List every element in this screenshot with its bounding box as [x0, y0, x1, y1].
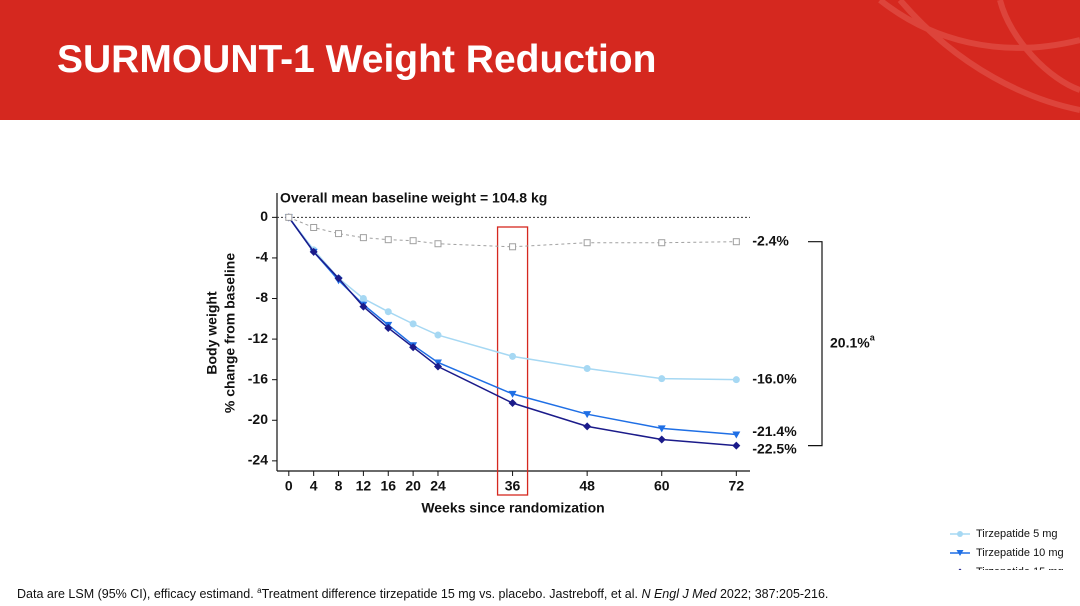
legend-label: Tirzepatide 15 mg [976, 566, 1064, 570]
point [409, 237, 417, 245]
chart: Overall mean baseline weight = 104.8 kg … [204, 190, 1064, 570]
series-line [288, 216, 737, 447]
header: SURMOUNT-1 Weight Reduction [0, 0, 1080, 120]
data-label: -21.4% [752, 423, 797, 439]
x-axis-label: Weeks since randomization [421, 500, 604, 516]
y-axis-label: Body weight [204, 291, 220, 375]
x-tick-label: 48 [579, 478, 595, 494]
point [508, 390, 517, 398]
point [409, 343, 418, 352]
annotation-sup: a [870, 333, 876, 343]
point [583, 365, 591, 373]
footnote: Data are LSM (95% CI), efficacy estimand… [17, 586, 828, 601]
point [359, 295, 367, 303]
y-tick-label: -24 [248, 452, 268, 468]
point [335, 230, 343, 238]
x-tick-label: 60 [654, 478, 670, 494]
legend-label: Tirzepatide 10 mg [976, 547, 1064, 559]
slide-title: SURMOUNT-1 Weight Reduction [57, 38, 657, 81]
point [732, 238, 740, 246]
legend-label: Tirzepatide 5 mg [976, 528, 1058, 540]
y-tick-label: 0 [260, 208, 268, 224]
data-label: -22.5% [752, 440, 797, 456]
x-tick-label: 24 [430, 478, 446, 494]
legend-marker [957, 531, 963, 537]
point [508, 399, 517, 408]
x-tick-label: 4 [310, 478, 318, 494]
point [583, 422, 592, 431]
point [359, 234, 367, 242]
y-tick-label: -16 [248, 370, 268, 386]
point [433, 362, 442, 371]
point [657, 425, 666, 433]
footnote-text: Data are LSM (95% CI), efficacy estimand… [17, 587, 258, 602]
point [309, 247, 318, 256]
annotation: 20.1%a [830, 333, 876, 350]
x-tick-label: 0 [285, 478, 293, 494]
point [732, 431, 741, 439]
highlight-box [496, 226, 529, 496]
y-axis-label: % change from baseline [222, 253, 238, 413]
y-tick-label: -12 [248, 330, 268, 346]
point [732, 441, 741, 450]
point [359, 302, 368, 311]
point [384, 323, 393, 332]
point [384, 236, 392, 244]
footnote-journal: N Engl J Med [641, 587, 717, 602]
point [434, 240, 442, 248]
x-tick-label: 36 [505, 478, 521, 494]
point [509, 243, 517, 251]
y-tick-label: -20 [248, 411, 268, 427]
data-label: -2.4% [752, 232, 789, 248]
x-tick-label: 72 [729, 478, 745, 494]
y-tick-label: -4 [256, 249, 269, 265]
x-tick-label: 16 [380, 478, 396, 494]
point [334, 274, 343, 283]
point [434, 331, 442, 339]
point [509, 352, 517, 360]
data-label: -16.0% [752, 370, 797, 386]
x-tick-label: 20 [405, 478, 421, 494]
point [658, 375, 666, 383]
legend-marker [956, 550, 964, 556]
footnote-text: 2022; 387:205-216. [716, 587, 829, 602]
x-tick-label: 8 [335, 478, 343, 494]
dna-decoration [878, 0, 1080, 113]
point [583, 239, 591, 247]
footnote-text: Treatment difference tirzepatide 15 mg v… [261, 587, 642, 602]
point [409, 320, 417, 328]
chart-subtitle: Overall mean baseline weight = 104.8 kg [280, 190, 547, 206]
y-tick-label: -8 [256, 289, 269, 305]
point [285, 213, 293, 221]
point [384, 308, 392, 316]
difference-bracket [808, 241, 823, 447]
point [657, 435, 666, 444]
point [583, 411, 592, 419]
x-tick-label: 12 [356, 478, 372, 494]
footnote-sup: a [257, 586, 262, 595]
point [732, 376, 740, 384]
point [310, 223, 318, 231]
legend-marker [958, 568, 962, 570]
point [658, 239, 666, 247]
annotation-text: 20.1% [830, 334, 870, 350]
series-line [288, 216, 737, 248]
